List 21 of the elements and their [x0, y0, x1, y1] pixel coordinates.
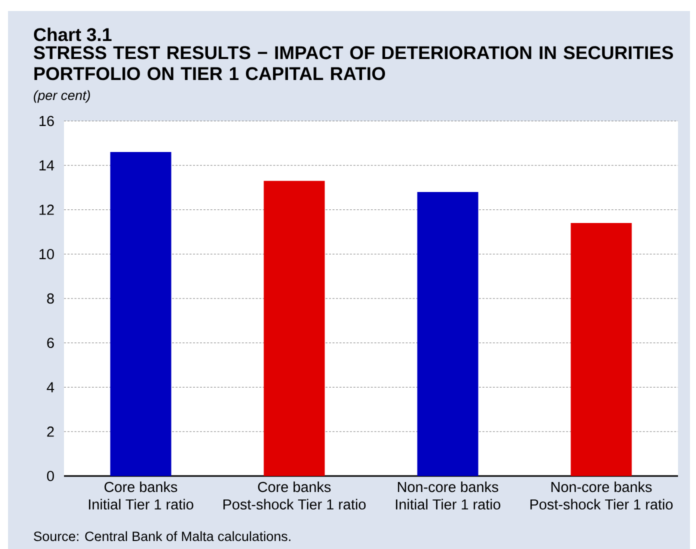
y-tick-label: 2 [47, 426, 54, 437]
bar [570, 223, 632, 476]
x-tick-label: Core banks Post-shock Tier 1 ratio [223, 481, 366, 510]
y-tick-label: 4 [46, 382, 54, 392]
x-tick-label: Core banks Initial Tier 1 ratio [88, 481, 194, 510]
bar [110, 152, 172, 476]
chart-subtitle: STRESS TEST RESULTS − IMPACT OF DETERIORATION IN SECURITIES PORTFOLIO ON TIER 1 CAPITAL RATIO [34, 46, 673, 80]
y-axis-title: (per cent) [34, 90, 90, 103]
x-tick-label: Non-core banks Post-shock Tier 1 ratio [530, 481, 673, 510]
x-tick-label: Non-core banks Initial Tier 1 ratio [396, 481, 500, 510]
y-tick-label: 10 [40, 248, 54, 260]
y-tick-label: 8 [47, 293, 54, 304]
y-tick-label: 14 [40, 160, 54, 170]
y-tick-label: 12 [40, 204, 54, 215]
chart-title: Chart 3.1 [34, 28, 112, 42]
y-tick-label: 6 [47, 338, 54, 348]
bar [264, 180, 325, 476]
bar [417, 192, 478, 476]
y-tick-label: 0 [47, 470, 54, 482]
source-note: Source: Central Bank of Malta calculations. [34, 531, 290, 542]
y-tick-label: 16 [40, 116, 54, 126]
